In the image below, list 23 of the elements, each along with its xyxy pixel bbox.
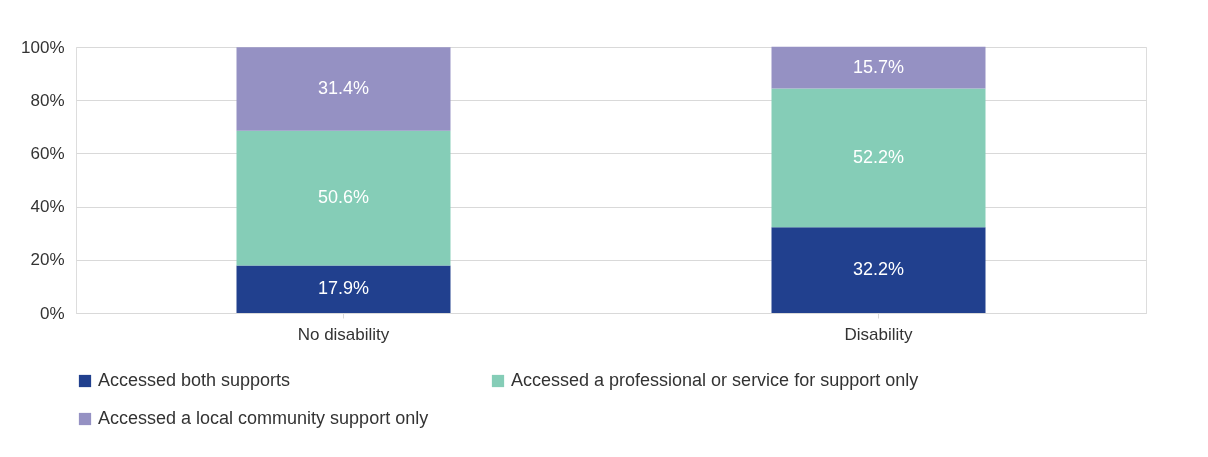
y-tick-label: 20% [30, 250, 65, 270]
data-label: 17.9% [317, 278, 370, 299]
data-label: 50.6% [317, 187, 370, 208]
x-tick-label: No disability [297, 324, 390, 344]
legend-label: Accessed a local community support only [98, 408, 429, 428]
bar [771, 227, 986, 313]
data-label: 31.4% [317, 78, 370, 99]
legend-label: Accessed both supports [98, 370, 291, 390]
y-tick-label: 80% [30, 90, 65, 110]
y-tick-label: 0% [39, 303, 65, 323]
legend-label: Accessed a professional or service for support only [511, 370, 919, 390]
data-label: 52.2% [852, 146, 905, 167]
bar [236, 265, 451, 313]
y-tick-label: 60% [30, 143, 65, 163]
bar [236, 130, 451, 266]
y-tick-label: 40% [30, 197, 65, 217]
data-label: 32.2% [852, 259, 905, 280]
bar [236, 47, 451, 131]
bar [771, 46, 986, 89]
data-label: 15.7% [852, 56, 905, 77]
x-tick-label: Disability [844, 324, 913, 344]
bar [771, 88, 986, 228]
y-tick-label: 100% [21, 37, 65, 57]
